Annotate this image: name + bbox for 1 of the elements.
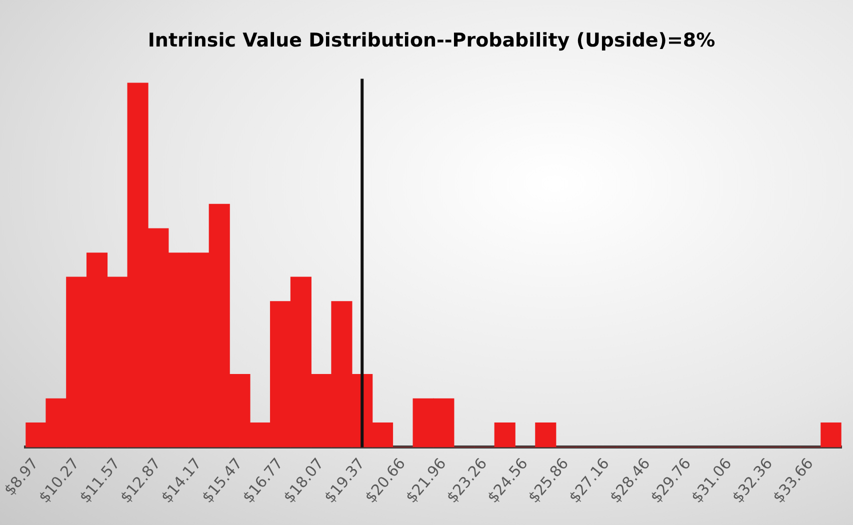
chart-title: Intrinsic Value Distribution--Probability (Upside)=8% <box>148 29 716 52</box>
